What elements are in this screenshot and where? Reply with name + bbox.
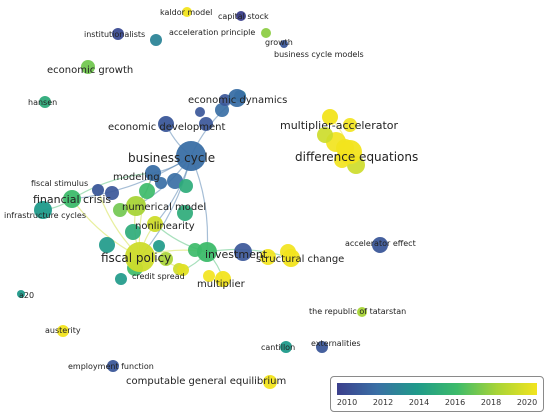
cluster-node — [179, 179, 193, 193]
node-growth[interactable] — [261, 28, 271, 38]
node-label-multiplier-accel[interactable]: multiplier-accelerator — [280, 119, 398, 132]
legend-color-bar — [337, 383, 537, 395]
cluster-node — [113, 203, 127, 217]
node-austerity[interactable] — [57, 325, 69, 337]
node-multiplier-accel[interactable] — [322, 109, 338, 125]
node-label-austerity[interactable]: austerity — [45, 326, 81, 335]
node-label-numerical-model[interactable]: numerical model — [122, 202, 206, 213]
node-numerical-model[interactable] — [126, 196, 146, 216]
cluster-node — [260, 249, 276, 265]
node-label-bcm[interactable]: business cycle models — [274, 50, 364, 59]
node-label-cge[interactable]: computable general equilibrium — [126, 376, 286, 387]
node-structural-change[interactable] — [282, 249, 300, 267]
node-investment[interactable] — [197, 242, 217, 262]
node-a20[interactable] — [17, 290, 25, 298]
legend-tick: 2014 — [408, 398, 430, 407]
node-label-hansen[interactable]: hansen — [28, 98, 57, 107]
node-accel-principle[interactable] — [150, 34, 162, 46]
node-credit-spread[interactable] — [177, 264, 189, 276]
node-label-institutionalists[interactable]: institutionalists — [84, 30, 145, 39]
node-label-accel-principle[interactable]: acceleration principle — [169, 28, 255, 37]
cluster-node — [234, 243, 252, 261]
node-kaldor[interactable] — [182, 7, 192, 17]
node-label-accelerator-effect[interactable]: accelerator effect — [345, 239, 416, 248]
legend-ticks: 2010 2012 2014 2016 2018 2020 — [337, 398, 537, 410]
label-layer: kaldor model capital stock institutionalis… — [4, 8, 418, 387]
node-label-growth[interactable]: growth — [265, 38, 293, 47]
node-label-economic-dynamics[interactable]: economic dynamics — [188, 95, 287, 106]
cluster-node — [105, 186, 119, 200]
node-label-credit-spread[interactable]: credit spread — [132, 272, 185, 281]
cluster-node — [167, 173, 183, 189]
cluster-node — [99, 237, 115, 253]
node-label-cantillon[interactable]: cantillon — [261, 343, 295, 352]
cluster-node — [343, 118, 357, 132]
node-label-employment-function[interactable]: employment function — [68, 362, 154, 371]
legend-tick: 2020 — [516, 398, 538, 407]
node-layer — [17, 7, 388, 389]
cluster-node — [317, 127, 333, 143]
node-label-difference-equations[interactable]: difference equations — [295, 150, 418, 164]
cluster-node — [155, 177, 167, 189]
cluster-node — [159, 252, 173, 266]
node-label-infrastructure[interactable]: infrastructure cycles — [4, 211, 86, 220]
node-label-nonlinearity[interactable]: nonlinearity — [135, 221, 195, 232]
node-economic-development[interactable] — [158, 116, 174, 132]
node-label-investment[interactable]: investment — [205, 248, 268, 261]
node-externalities[interactable] — [316, 341, 328, 353]
node-accelerator-effect[interactable] — [372, 237, 388, 253]
cluster-node — [139, 183, 155, 199]
node-multiplier[interactable] — [215, 271, 231, 287]
node-cantillon[interactable] — [280, 341, 292, 353]
node-label-financial-crisis[interactable]: financial crisis — [33, 193, 111, 206]
cluster-node — [219, 94, 231, 106]
node-infrastructure[interactable] — [34, 201, 52, 219]
node-label-economic-development[interactable]: economic development — [108, 122, 225, 133]
node-fiscal-stimulus[interactable] — [92, 184, 104, 196]
node-label-business-cycle[interactable]: business cycle — [128, 151, 215, 165]
node-label-fiscal-policy[interactable]: fiscal policy — [101, 251, 171, 265]
node-economic-dynamics[interactable] — [228, 89, 246, 107]
node-difference-equations[interactable] — [338, 140, 362, 164]
cluster-node — [153, 240, 165, 252]
node-label-tatarstan[interactable]: the republic of tatarstan — [309, 307, 406, 316]
node-business-cycle[interactable] — [176, 141, 206, 171]
node-nonlinearity[interactable] — [147, 216, 163, 232]
cluster-node — [125, 224, 141, 240]
node-fiscal-policy[interactable] — [125, 242, 155, 272]
legend-tick: 2010 — [336, 398, 358, 407]
node-label-capital[interactable]: capital stock — [218, 12, 269, 21]
node-economic-growth[interactable] — [81, 60, 95, 74]
cluster-node — [115, 273, 127, 285]
node-hansen[interactable] — [39, 96, 51, 108]
cluster-node — [199, 117, 213, 131]
node-label-economic-growth[interactable]: economic growth — [47, 65, 133, 76]
cluster-node — [203, 270, 215, 282]
node-tatarstan[interactable] — [357, 307, 367, 317]
node-capital[interactable] — [236, 11, 246, 21]
legend-tick: 2016 — [444, 398, 466, 407]
node-label-a20[interactable]: a20 — [19, 291, 34, 300]
legend-tick: 2012 — [372, 398, 394, 407]
node-modeling[interactable] — [145, 165, 161, 181]
legend-tick: 2018 — [480, 398, 502, 407]
cluster-node — [215, 103, 229, 117]
node-institutionalists[interactable] — [112, 28, 124, 40]
node-label-externalities[interactable]: externalities — [311, 339, 361, 348]
node-label-structural-change[interactable]: structural change — [256, 254, 344, 265]
cluster-node — [177, 205, 193, 221]
cluster-node — [195, 107, 205, 117]
node-label-multiplier[interactable]: multiplier — [197, 279, 246, 290]
node-financial-crisis[interactable] — [63, 190, 81, 208]
node-label-fiscal-stimulus[interactable]: fiscal stimulus — [31, 179, 88, 188]
node-bcm[interactable] — [280, 40, 288, 48]
node-employment-function[interactable] — [107, 360, 119, 372]
node-cge[interactable] — [263, 375, 277, 389]
node-label-kaldor[interactable]: kaldor model — [160, 8, 212, 17]
overlay-legend: 2010 2012 2014 2016 2018 2020 — [330, 376, 544, 412]
node-label-modeling[interactable]: modeling — [113, 172, 160, 183]
